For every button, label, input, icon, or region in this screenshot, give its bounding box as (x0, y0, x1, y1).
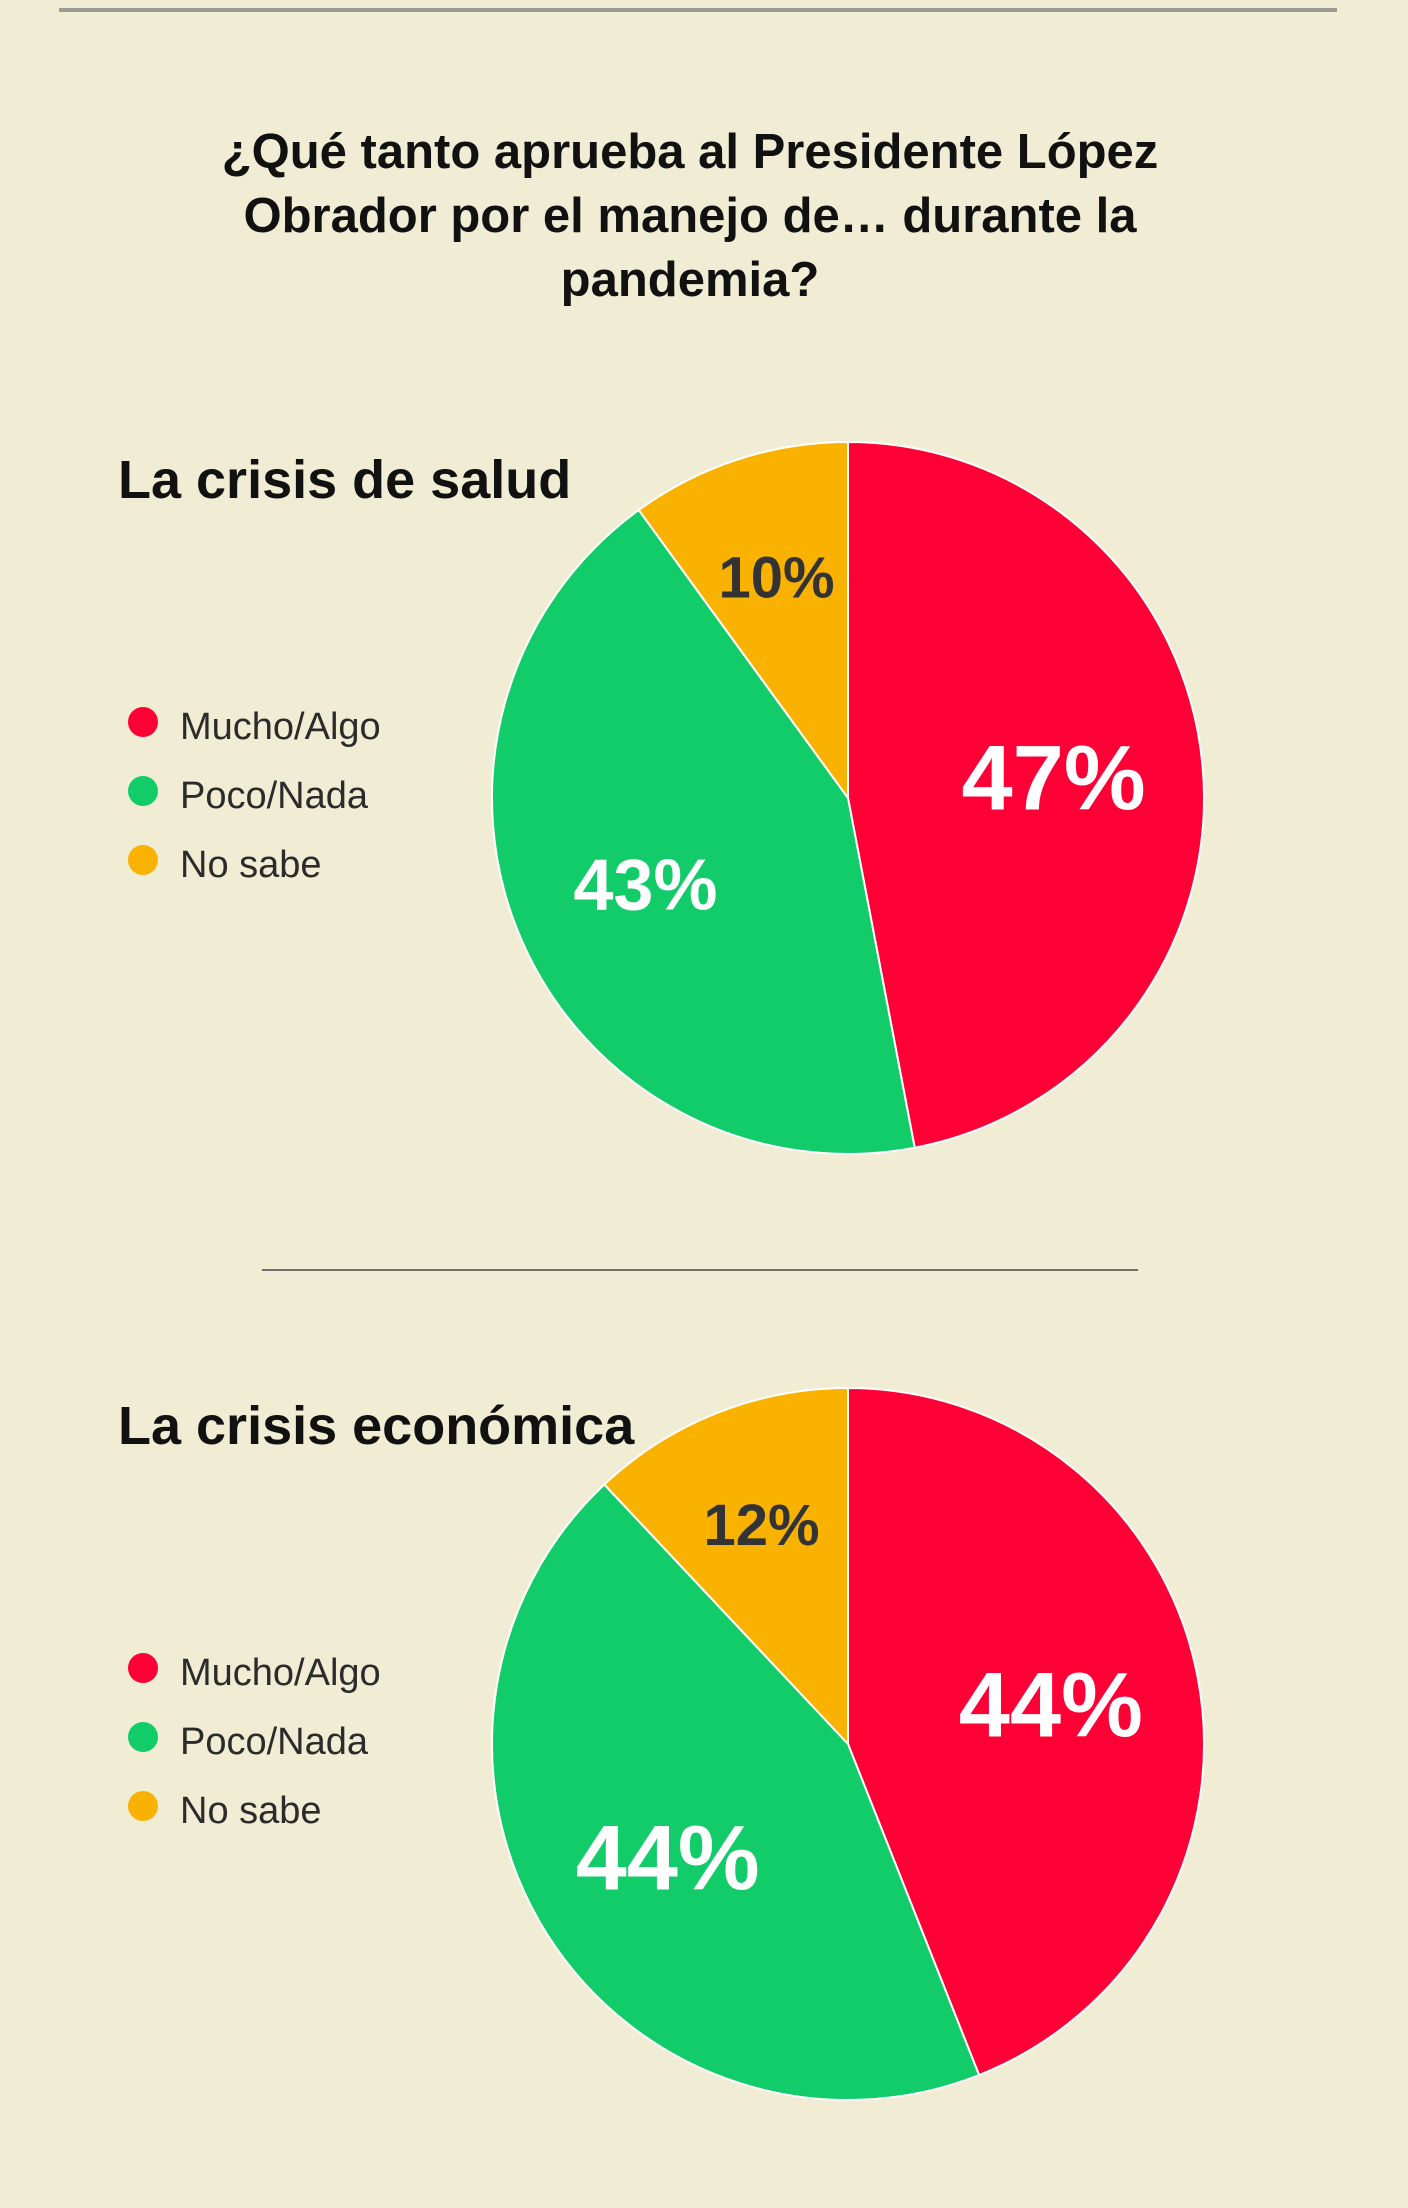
legend-dot-mucho (128, 1652, 158, 1683)
pie-chart-economica: 44% 44% 12% (491, 1386, 1205, 2101)
pie-slice-nosabe (602, 1386, 849, 1747)
legend-dot-mucho (128, 706, 158, 737)
pie-label-mucho: 44% (959, 1654, 1143, 1756)
legend-label-nosabe: No sabe (180, 844, 322, 886)
legend-label-mucho: Mucho/Algo (180, 1652, 381, 1694)
pie-label-mucho: 47% (961, 728, 1145, 830)
legend-item-poco: Poco/Nada (128, 762, 381, 831)
pie-slice-mucho (847, 440, 1205, 1149)
legend-dot-nosabe (128, 1790, 158, 1821)
pie-slice-poco (491, 1483, 981, 2101)
legend-label-nosabe: No sabe (180, 1790, 322, 1832)
legend-item-nosabe: No sabe (128, 1777, 381, 1846)
chart-title-economica: La crisis económica (118, 1396, 635, 1456)
legend-item-nosabe: No sabe (128, 831, 381, 900)
chart-title-salud: La crisis de salud (118, 450, 572, 510)
legend-salud: Mucho/Algo Poco/Nada No sabe (128, 693, 381, 900)
legend-economica: Mucho/Algo Poco/Nada No sabe (128, 1639, 381, 1846)
pie-label-nosabe: 12% (703, 1493, 819, 1558)
pie-slice-poco (491, 508, 916, 1155)
legend-label-poco: Poco/Nada (180, 1721, 369, 1763)
top-divider (59, 8, 1337, 12)
pie-label-poco: 43% (573, 846, 717, 926)
pie-label-nosabe: 10% (718, 545, 834, 610)
legend-item-mucho: Mucho/Algo (128, 1639, 381, 1708)
legend-label-poco: Poco/Nada (180, 775, 369, 817)
main-title: ¿Qué tanto aprueba al Presidente López O… (221, 125, 1159, 307)
legend-dot-poco (128, 1721, 158, 1752)
pie-slice-nosabe (637, 440, 849, 802)
pie-chart-salud: 47% 43% 10% (491, 440, 1205, 1155)
section-divider (262, 1269, 1138, 1271)
legend-dot-nosabe (128, 844, 158, 875)
pie-label-poco: 44% (576, 1807, 760, 1909)
legend-dot-poco (128, 775, 158, 806)
legend-label-mucho: Mucho/Algo (180, 706, 381, 748)
legend-item-poco: Poco/Nada (128, 1708, 381, 1777)
pie-slice-mucho (847, 1386, 1205, 2077)
legend-item-mucho: Mucho/Algo (128, 693, 381, 762)
